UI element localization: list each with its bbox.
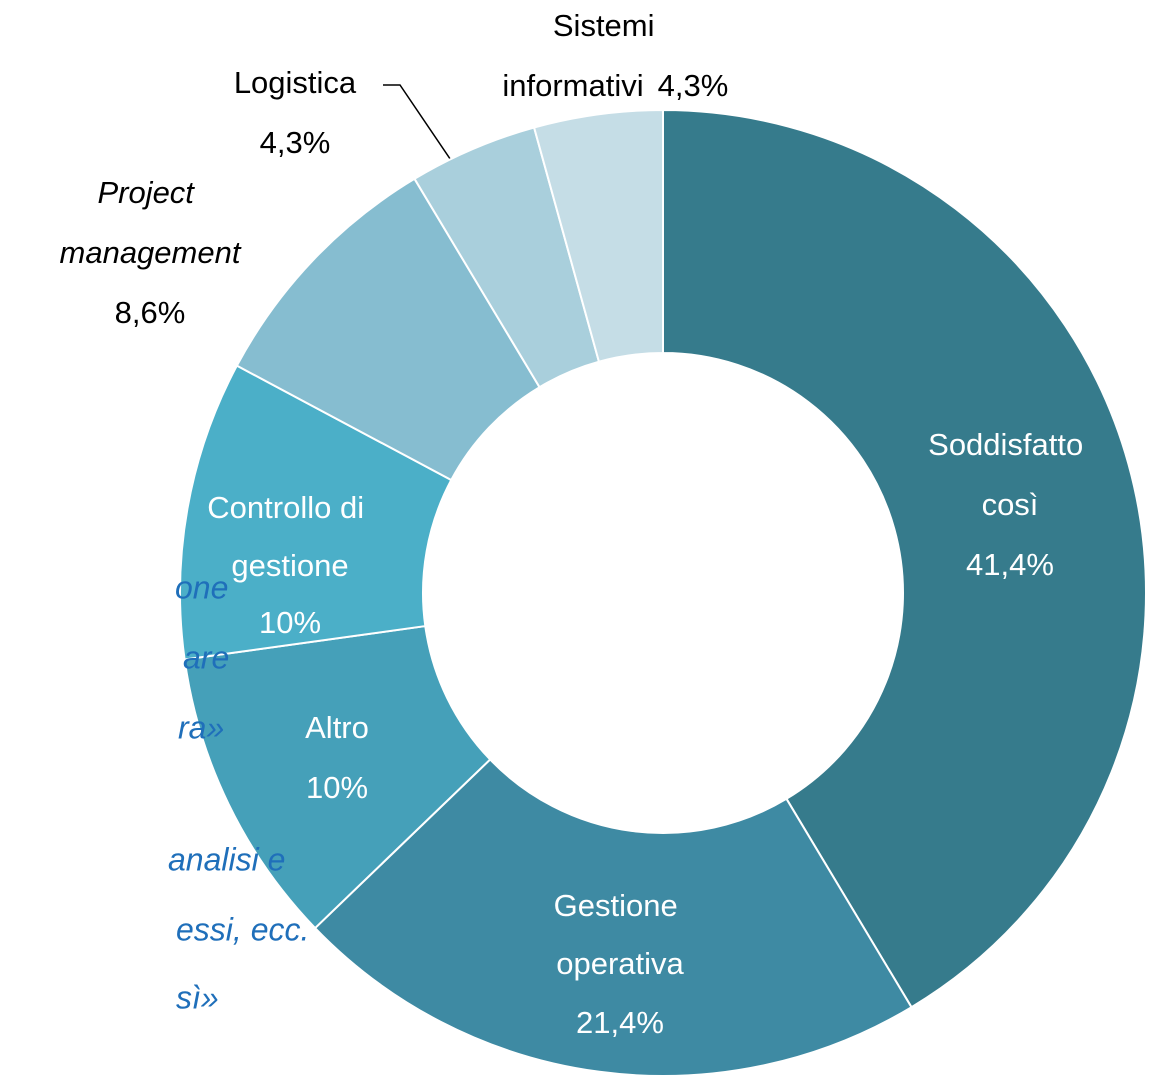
segment-label: Altro	[305, 710, 369, 745]
value-label: 41,4%	[966, 547, 1054, 582]
label-line: informativi	[502, 68, 643, 103]
label-line: Controllo di	[207, 490, 372, 525]
side-text: sì»	[176, 979, 219, 1015]
value-label: 10%	[306, 770, 368, 805]
side-text: ra»	[178, 709, 224, 745]
label-line: operativa	[556, 946, 684, 981]
segment-label: Controllo di gestione	[207, 490, 372, 583]
label-line: Gestione	[554, 888, 687, 923]
label-line: Logistica	[234, 65, 357, 100]
segment-label: Project management	[60, 175, 242, 270]
label-line: così	[982, 487, 1039, 522]
label-line: management	[60, 235, 242, 270]
value-label: 4,3%	[658, 68, 729, 103]
label-line: gestione	[231, 548, 348, 583]
donut-segment	[179, 364, 453, 661]
donut-segment	[532, 108, 664, 363]
value-label: 21,4%	[576, 1005, 664, 1040]
value-label: 4,3%	[260, 125, 331, 160]
donut-segment	[313, 758, 913, 1077]
label-line: Sistemi	[553, 8, 663, 43]
value-label: 10%	[259, 605, 321, 640]
side-text: analisi e	[168, 841, 285, 877]
segment-label: Logistica	[234, 65, 357, 100]
side-text: one	[175, 569, 228, 605]
label-line: Project	[97, 175, 202, 210]
donut-segment	[183, 624, 492, 930]
side-text: are	[183, 639, 229, 675]
side-text: essi, ecc.	[176, 911, 309, 947]
label-line: Altro	[305, 710, 369, 745]
label-line: Soddisfatto	[928, 427, 1092, 462]
segment-label: Gestione operativa	[554, 888, 687, 981]
segment-label: Sistemi informativi	[502, 8, 663, 103]
donut-segment	[662, 108, 1147, 1009]
segment-label: Soddisfatto così	[928, 427, 1092, 522]
value-label: 8,6%	[115, 295, 186, 330]
